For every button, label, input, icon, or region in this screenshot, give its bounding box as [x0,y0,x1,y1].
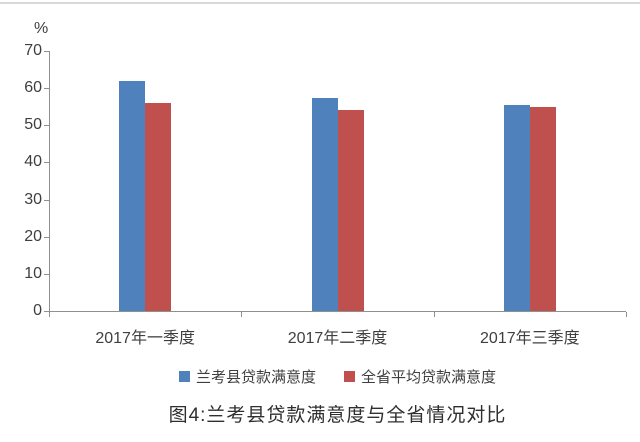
y-tick-mark [44,51,49,52]
y-tick-mark [44,125,49,127]
y-tick-label: 30 [24,190,42,208]
legend-label: 全省平均贷款满意度 [361,368,497,386]
y-tick-mark [44,162,49,164]
bar-series1-cat3 [503,104,530,311]
bar-series2-cat3 [529,107,556,311]
y-tick-label: 70 [24,42,42,59]
x-tick-mark [49,312,50,317]
legend-label: 兰考县贷款满意度 [195,368,316,386]
legend: 兰考县贷款满意度 全省平均贷款满意度 [49,366,626,386]
top-divider-line [0,2,640,4]
legend-item-1: 兰考县贷款满意度 [178,366,316,387]
bar-series2-cat1 [145,103,172,311]
y-tick-label: 60 [24,79,42,97]
x-axis-label: 2017年二季度 [287,330,388,347]
legend-item-2: 全省平均贷款满意度 [344,366,496,387]
x-tick-mark [241,312,243,317]
y-tick-mark [44,199,49,201]
bar-series1-cat1 [119,80,146,311]
x-tick-mark [433,312,435,317]
y-tick-label: 10 [24,264,42,282]
bar-series1-cat2 [311,98,338,311]
chart-caption: 图4:兰考县贷款满意度与全省情况对比 [168,405,507,426]
y-tick-label: 0 [33,302,42,319]
y-tick-label: 50 [24,116,42,134]
y-tick-mark [44,273,49,275]
y-tick-mark [44,88,49,90]
y-axis-line [49,51,50,312]
legend-swatch-icon [178,370,190,382]
bar-series2-cat2 [337,110,364,311]
y-tick-label: 20 [24,227,42,245]
x-axis-label: 2017年三季度 [480,330,580,347]
y-tick-mark [44,311,49,312]
y-tick-label: 40 [24,153,42,171]
legend-swatch-icon [344,370,355,382]
x-axis-label: 2017年一季度 [95,330,195,347]
y-tick-mark [44,236,49,238]
x-axis-line [49,311,626,312]
x-tick-mark [626,312,627,317]
y-axis-unit-label: % [34,20,49,37]
